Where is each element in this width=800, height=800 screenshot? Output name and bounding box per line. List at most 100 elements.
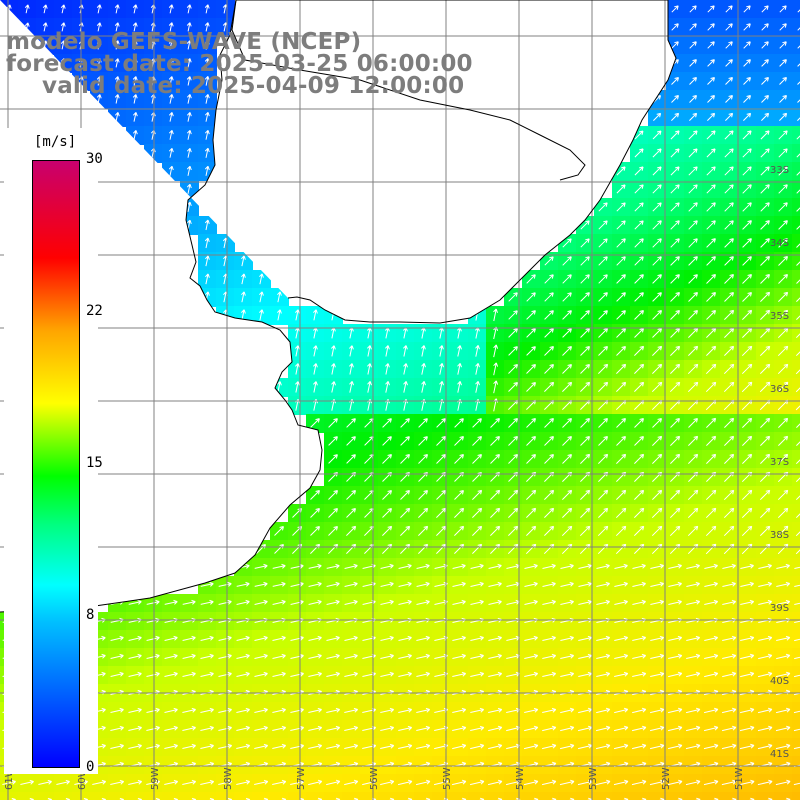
wind-cell (342, 360, 361, 379)
wind-cell (792, 342, 800, 361)
wind-cell (702, 342, 721, 361)
wind-cell (252, 612, 271, 631)
wind-cell (198, 18, 217, 37)
wind-cell (630, 630, 649, 649)
wind-cell (720, 792, 739, 800)
wind-cell (756, 630, 775, 649)
wind-arrow (778, 220, 788, 230)
wind-arrow (723, 489, 735, 501)
wind-arrow (668, 563, 682, 569)
wind-cell (522, 648, 541, 667)
wind-arrow (326, 707, 341, 713)
wind-cell (594, 252, 613, 271)
wind-arrow (706, 417, 717, 428)
wind-cell (306, 540, 325, 559)
wind-arrow (688, 130, 698, 140)
wind-cell (576, 720, 595, 739)
wind-arrow (596, 563, 610, 569)
wind-cell (720, 198, 739, 217)
wind-cell (414, 522, 433, 541)
wind-cell (378, 486, 397, 505)
wind-cell (774, 702, 793, 721)
wind-cell (414, 414, 433, 433)
wind-arrow (526, 489, 537, 500)
wind-arrow (688, 166, 698, 176)
wind-arrow (241, 309, 246, 321)
wind-arrow (797, 63, 800, 67)
wind-cell (702, 504, 721, 523)
wind-cell (396, 540, 415, 559)
wind-arrow (542, 707, 557, 713)
wind-arrow (562, 381, 573, 392)
wind-arrow (182, 671, 196, 677)
wind-cell (558, 612, 577, 631)
wind-cell (702, 288, 721, 307)
wind-cell (666, 648, 685, 667)
wind-cell (666, 720, 685, 739)
wind-arrow (168, 58, 174, 68)
wind-cell (558, 288, 577, 307)
wind-cell (306, 378, 325, 397)
wind-cell (342, 720, 361, 739)
wind-arrow (488, 725, 503, 732)
wind-cell (288, 702, 307, 721)
wind-cell (450, 504, 469, 523)
wind-cell (378, 630, 397, 649)
wind-arrow (741, 489, 753, 501)
wind-arrow (796, 135, 800, 140)
wind-cell (720, 180, 739, 199)
wind-cell (684, 648, 703, 667)
wind-arrow (632, 671, 647, 677)
wind-arrow (634, 436, 644, 446)
wind-arrow (796, 423, 800, 428)
wind-arrow (236, 743, 251, 749)
wind-arrow (403, 345, 408, 357)
wind-arrow (398, 581, 412, 587)
wind-cell (414, 486, 433, 505)
wind-arrow (416, 725, 431, 731)
wind-cell (288, 612, 307, 631)
wind-cell (720, 108, 739, 127)
wind-cell (234, 270, 253, 289)
wind-arrow (128, 671, 142, 677)
wind-arrow (416, 635, 430, 641)
wind-cell (450, 432, 469, 451)
wind-cell (702, 36, 721, 55)
wind-arrow (400, 436, 410, 446)
wind-arrow (759, 363, 771, 375)
wind-arrow (724, 435, 735, 446)
wind-cell (792, 198, 800, 217)
wind-arrow (687, 525, 699, 537)
wind-arrow (146, 779, 161, 785)
wind-cell (234, 576, 253, 595)
wind-arrow (385, 345, 390, 357)
wind-cell (234, 666, 253, 685)
wind-cell (738, 180, 757, 199)
wind-cell (486, 774, 505, 793)
wind-arrow (668, 635, 683, 641)
wind-cell (720, 720, 739, 739)
wind-arrow (168, 4, 174, 14)
wind-cell (468, 342, 487, 361)
wind-cell (108, 774, 127, 793)
wind-cell (234, 594, 253, 613)
wind-arrow (308, 743, 323, 749)
wind-arrow (241, 291, 246, 303)
wind-arrow (760, 166, 770, 176)
wind-cell (594, 324, 613, 343)
wind-arrow (650, 563, 664, 569)
wind-arrow (454, 507, 465, 518)
wind-arrow (667, 743, 683, 750)
wind-arrow (310, 526, 320, 536)
wind-arrow (416, 653, 430, 659)
wind-cell (414, 576, 433, 595)
wind-arrow (669, 381, 681, 393)
model-title: modelo GEFS-WAVE (NCEP) (6, 29, 362, 55)
wind-cell (648, 612, 667, 631)
wind-arrow (598, 453, 609, 464)
wind-cell (738, 306, 757, 325)
wind-cell (648, 720, 667, 739)
wind-arrow (723, 381, 735, 393)
wind-cell (324, 702, 343, 721)
wind-arrow (706, 274, 716, 284)
